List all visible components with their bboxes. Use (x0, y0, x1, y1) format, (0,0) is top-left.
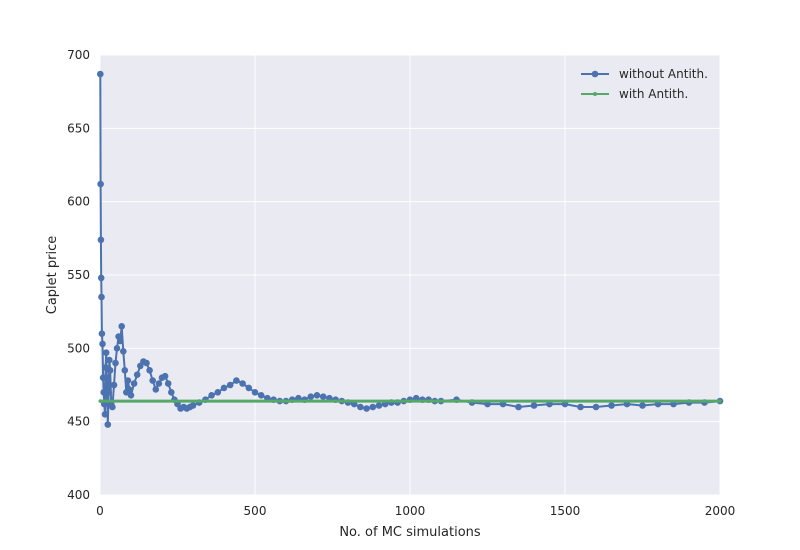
series-0-point-1 (97, 180, 104, 188)
series-0-point-19 (109, 403, 116, 411)
series-0-point-43 (164, 380, 172, 387)
series-0-point-96 (515, 403, 522, 411)
series-0-point-101 (592, 403, 600, 411)
series-0-point-31 (127, 392, 135, 399)
legend-label-with-antith: with Antith. (619, 87, 688, 101)
series-0-point-80 (369, 403, 377, 411)
series-0-point-71 (313, 392, 321, 399)
series-0-point-26 (120, 348, 127, 355)
series-0-point-40 (155, 380, 163, 387)
series-0-point-81 (375, 402, 383, 409)
y-tick-label-5: 650 (67, 121, 90, 135)
series-0-point-56 (220, 384, 228, 392)
series-0-point-54 (208, 392, 215, 399)
series-0-point-39 (152, 386, 160, 393)
series-0-point-59 (239, 380, 246, 387)
series-0-point-42 (161, 372, 169, 380)
series-0-point-15 (105, 389, 112, 396)
y-tick-label-0: 400 (67, 488, 90, 502)
series-0-point-10 (101, 411, 109, 418)
series-0-point-32 (130, 380, 138, 387)
series-0-point-38 (149, 377, 156, 384)
legend-marker-without-antith (591, 70, 599, 78)
series-0-point-100 (577, 403, 584, 411)
series-0-point-36 (143, 359, 150, 367)
legend-marker-with-antith (593, 92, 597, 96)
y-tick-label-1: 450 (67, 415, 90, 429)
series-0-point-24 (116, 337, 124, 345)
x-axis-label: No. of MC simulations (339, 525, 481, 540)
x-tick-label-0: 0 (96, 504, 104, 518)
series-0-point-27 (121, 367, 129, 374)
series-0 (97, 70, 724, 428)
series-0-point-102 (608, 402, 615, 409)
y-tick-label-2: 500 (67, 341, 90, 355)
grid (99, 54, 721, 496)
series-0-point-29 (124, 377, 132, 384)
series-0-point-0 (97, 70, 104, 78)
series-0-point-44 (168, 389, 175, 396)
series-0-point-21 (112, 359, 119, 367)
series-0-point-57 (226, 381, 234, 389)
series-0-point-72 (319, 393, 327, 401)
y-tick-label-4: 600 (67, 195, 90, 209)
series-0-point-4 (98, 293, 105, 301)
series-1-point-0 (98, 399, 103, 403)
series-0-point-17 (106, 367, 114, 374)
y-tick-labels: 400 450 500 550 600 650 700 (67, 48, 90, 502)
series-0-point-104 (639, 402, 646, 409)
series-0-point-55 (214, 389, 222, 396)
x-tick-label-4: 2000 (705, 504, 736, 518)
series-0-point-2 (97, 236, 105, 244)
series-0-point-61 (251, 389, 259, 396)
series-0-point-3 (97, 274, 105, 282)
series-0-point-6 (99, 340, 106, 348)
series-0-point-60 (245, 384, 253, 392)
series-0-point-33 (133, 371, 141, 379)
series-0-point-25 (118, 323, 125, 330)
x-tick-label-1: 500 (244, 504, 267, 518)
series-0-point-78 (357, 403, 364, 411)
x-tick-label-3: 1500 (550, 504, 581, 518)
y-tick-label-3: 550 (67, 268, 90, 282)
series-1 (98, 399, 722, 403)
series-0-point-14 (104, 421, 112, 428)
series-layer (97, 70, 724, 428)
x-tick-labels: 0 500 1000 1500 2000 (96, 504, 735, 518)
series-0-point-22 (113, 345, 121, 352)
series-0-point-51 (189, 402, 197, 409)
series-0-point-5 (98, 330, 106, 338)
series-0-point-70 (307, 393, 315, 401)
series-0-point-62 (257, 392, 265, 399)
series-0-point-30 (126, 386, 133, 393)
series-0-point-20 (110, 381, 118, 389)
y-tick-label-6: 700 (67, 48, 90, 62)
series-0-point-37 (146, 367, 153, 374)
series-1-point-1 (718, 399, 722, 403)
series-0-point-97 (530, 402, 538, 409)
y-axis-label: Caplet price (45, 236, 60, 315)
x-tick-label-2: 1000 (395, 504, 426, 518)
series-0-point-12 (102, 349, 110, 357)
series-0-point-16 (106, 356, 113, 364)
legend-label-without-antith: without Antith. (619, 67, 708, 81)
legend: without Antith. with Antith. (581, 67, 708, 101)
series-0-point-58 (233, 377, 240, 384)
series-0-point-79 (363, 405, 370, 412)
series-0-point-8 (100, 389, 107, 396)
series-0-point-13 (103, 374, 111, 382)
